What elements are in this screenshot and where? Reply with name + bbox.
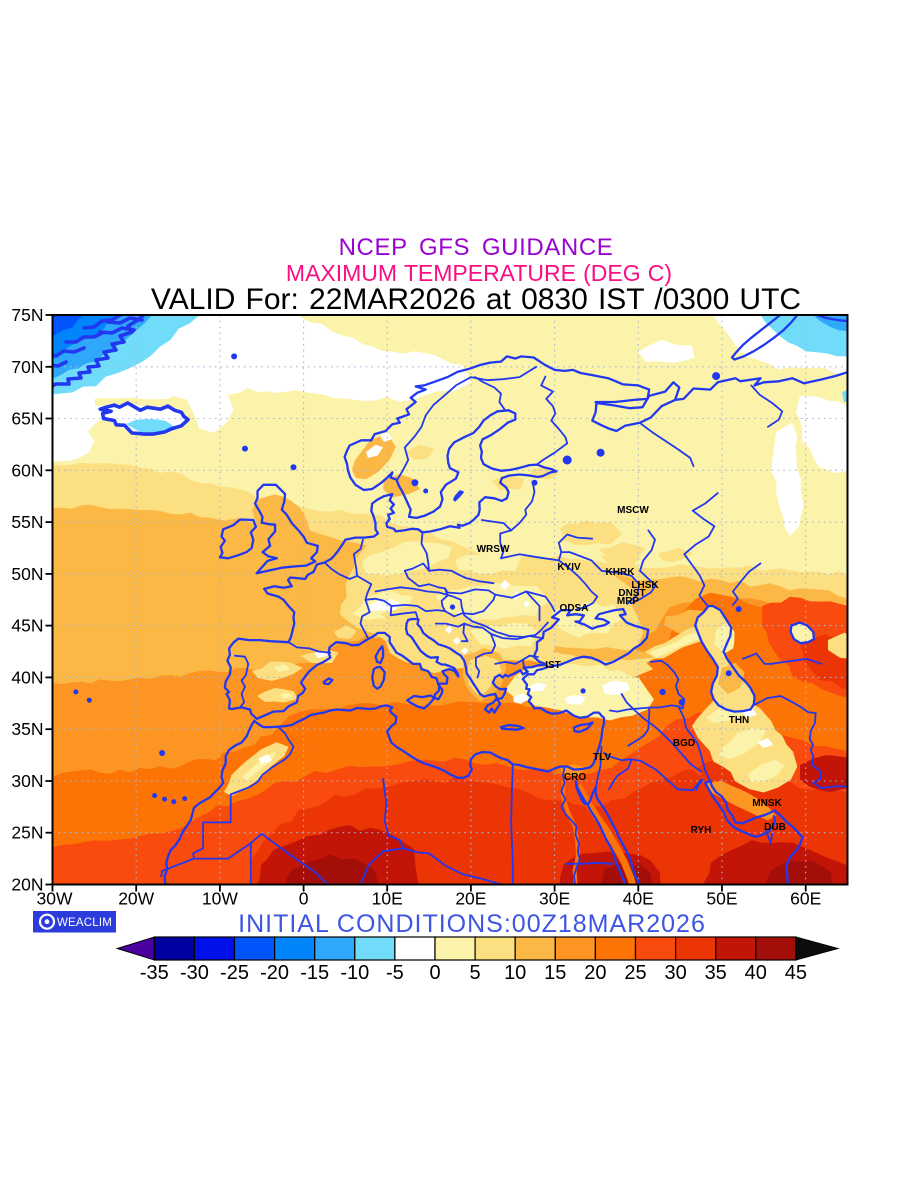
svg-text:35N: 35N xyxy=(11,719,43,739)
svg-text:20E: 20E xyxy=(455,889,486,909)
svg-text:-35: -35 xyxy=(140,962,169,984)
svg-text:20W: 20W xyxy=(118,889,154,909)
svg-text:10W: 10W xyxy=(202,889,238,909)
svg-text:25: 25 xyxy=(624,962,646,984)
svg-text:MNSK: MNSK xyxy=(752,798,782,809)
svg-text:-15: -15 xyxy=(300,962,329,984)
svg-text:-30: -30 xyxy=(180,962,209,984)
svg-text:MAXIMUM TEMPERATURE (DEG C): MAXIMUM TEMPERATURE (DEG C) xyxy=(286,260,672,286)
svg-text:75N: 75N xyxy=(11,305,43,325)
svg-text:RYH: RYH xyxy=(691,825,712,836)
svg-text:CRO: CRO xyxy=(564,772,586,783)
svg-text:30E: 30E xyxy=(539,889,570,909)
svg-text:60E: 60E xyxy=(790,889,821,909)
svg-text:40: 40 xyxy=(745,962,767,984)
svg-text:KHRK: KHRK xyxy=(606,567,636,578)
svg-text:INITIAL CONDITIONS:00Z18MAR202: INITIAL CONDITIONS:00Z18MAR2026 xyxy=(238,910,706,938)
svg-text:30W: 30W xyxy=(37,889,73,909)
svg-text:WRSW: WRSW xyxy=(477,544,510,555)
svg-text:BGD: BGD xyxy=(673,738,695,749)
svg-text:10E: 10E xyxy=(372,889,403,909)
svg-text:50E: 50E xyxy=(706,889,737,909)
svg-text:5: 5 xyxy=(470,962,481,984)
svg-text:70N: 70N xyxy=(11,357,43,377)
svg-text:20: 20 xyxy=(584,962,606,984)
svg-text:TLV: TLV xyxy=(593,752,611,763)
svg-text:45: 45 xyxy=(785,962,807,984)
svg-text:MSCW: MSCW xyxy=(617,505,649,516)
svg-text:25N: 25N xyxy=(11,823,43,843)
svg-text:60N: 60N xyxy=(11,460,43,480)
svg-text:LHSK: LHSK xyxy=(631,580,659,591)
svg-text:MRP: MRP xyxy=(617,596,640,607)
svg-text:15: 15 xyxy=(544,962,566,984)
svg-text:65N: 65N xyxy=(11,409,43,429)
svg-text:DUB: DUB xyxy=(764,822,786,833)
svg-text:50N: 50N xyxy=(11,564,43,584)
svg-text:0: 0 xyxy=(299,889,309,909)
svg-text:30N: 30N xyxy=(11,771,43,791)
svg-text:10: 10 xyxy=(504,962,526,984)
svg-text:30: 30 xyxy=(664,962,686,984)
svg-text:KYIV: KYIV xyxy=(557,562,581,573)
svg-text:DNST: DNST xyxy=(618,588,645,599)
svg-text:20N: 20N xyxy=(11,875,43,895)
svg-text:ODSA: ODSA xyxy=(560,603,589,614)
svg-text:VALID For: 22MAR2026 at 0830 I: VALID For: 22MAR2026 at 0830 IST /0300 U… xyxy=(151,283,801,316)
svg-text:THN: THN xyxy=(729,715,750,726)
svg-text:-10: -10 xyxy=(340,962,369,984)
svg-text:-25: -25 xyxy=(220,962,249,984)
svg-text:-5: -5 xyxy=(386,962,404,984)
svg-text:55N: 55N xyxy=(11,512,43,532)
svg-text:-20: -20 xyxy=(260,962,289,984)
svg-text:45N: 45N xyxy=(11,616,43,636)
svg-text:40E: 40E xyxy=(623,889,654,909)
svg-text:35: 35 xyxy=(705,962,727,984)
svg-text:IST: IST xyxy=(545,660,561,671)
svg-text:0: 0 xyxy=(429,962,440,984)
svg-text:40N: 40N xyxy=(11,667,43,687)
svg-text:WEACLIM: WEACLIM xyxy=(57,917,112,929)
svg-text:NCEP GFS GUIDANCE: NCEP GFS GUIDANCE xyxy=(339,234,614,261)
